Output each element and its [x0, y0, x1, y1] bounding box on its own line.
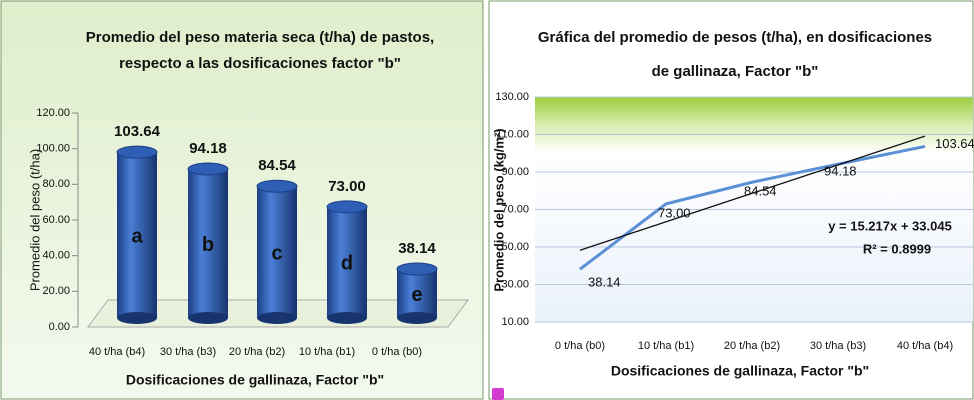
- y-tick-label: 130.00: [495, 91, 529, 103]
- value-label: 73.00: [658, 205, 691, 220]
- series-line: [579, 144, 926, 271]
- x-tick-label: 0 t/ha (b0): [555, 340, 605, 352]
- y-tick-label: 10.00: [501, 316, 529, 328]
- bar: [187, 162, 229, 324]
- chart-title: Gráfica del promedio de pesos (t/ha), en…: [538, 29, 932, 46]
- value-label: 38.14: [398, 240, 436, 257]
- y-tick-label: 30.00: [501, 278, 529, 290]
- bar: [326, 200, 368, 324]
- x-tick-label: 20 t/ha (b2): [229, 346, 285, 358]
- x-axis-label: Dosificaciones de gallinaza, Factor "b": [126, 372, 384, 388]
- left-panel: [0, 0, 484, 400]
- chart-title: de gallinaza, Factor "b": [652, 63, 819, 80]
- y-tick-label: 90.00: [501, 166, 529, 178]
- y-tick-label: 80.00: [42, 178, 70, 190]
- y-axis-label: Promedio del peso (t/ha): [27, 149, 42, 291]
- value-label: 94.18: [824, 164, 857, 179]
- y-tick-label: 40.00: [42, 250, 70, 262]
- value-label: 38.14: [588, 275, 621, 290]
- bar-top: [396, 262, 438, 276]
- value-label: 103.64: [935, 136, 974, 151]
- bar-body: [188, 169, 228, 318]
- bar-top: [256, 179, 298, 193]
- bar-top: [326, 200, 368, 214]
- annotation: e: [411, 284, 422, 306]
- annotation: c: [271, 242, 282, 264]
- x-tick-label: 20 t/ha (b2): [724, 340, 780, 352]
- bar-top: [116, 145, 158, 159]
- trendline: [579, 135, 926, 251]
- y-tick-label: 100.00: [36, 143, 70, 155]
- value-label: 84.54: [744, 184, 777, 199]
- bar: [256, 179, 298, 324]
- bar-body: [257, 186, 297, 318]
- clip: 38.14 73.00 84.54 94.18 103.64: [579, 135, 974, 290]
- chart-title: Promedio del peso materia seca (t/ha) de…: [86, 29, 434, 46]
- x-tick-label: 10 t/ha (b1): [299, 346, 355, 358]
- value-label: 84.54: [258, 157, 296, 174]
- x-axis-label: Dosificaciones de gallinaza, Factor "b": [611, 363, 869, 379]
- trend-equation: y = 15.217x + 33.045: [828, 218, 952, 233]
- bar-base: [257, 312, 297, 324]
- bar-body: [397, 268, 437, 318]
- y-tick-label: 50.00: [501, 241, 529, 253]
- value-label: 103.64: [114, 123, 161, 140]
- y-tick-label: 110.00: [496, 128, 529, 140]
- bar-body: [327, 206, 367, 318]
- y-tick-label: 70.00: [501, 203, 529, 215]
- chart-title: respecto a las dosificaciones factor "b": [119, 55, 401, 72]
- bar-base: [397, 312, 437, 324]
- bar-top: [187, 162, 229, 176]
- bar-body: [117, 152, 157, 318]
- value-label: 94.18: [189, 140, 227, 157]
- bar: [116, 145, 158, 324]
- y-axis-label: Promedio del peso (kg/m²): [491, 128, 506, 291]
- annotation: d: [341, 253, 353, 275]
- x-tick-label: 40 t/ha (b4): [897, 340, 953, 352]
- y-tick-label: 0.00: [49, 321, 70, 333]
- y-tick-label: 120.00: [36, 107, 70, 119]
- annotation: b: [202, 234, 214, 256]
- y-tick-label: 60.00: [42, 214, 70, 226]
- bar-base: [327, 312, 367, 324]
- bar-base: [188, 312, 228, 324]
- bar: [396, 262, 438, 324]
- x-tick-label: 0 t/ha (b0): [372, 346, 422, 358]
- x-tick-label: 30 t/ha (b3): [160, 346, 216, 358]
- value-label: 73.00: [328, 178, 366, 195]
- trend-r2: R² = 0.8999: [863, 241, 931, 256]
- icon: [492, 388, 504, 400]
- x-tick-label: 10 t/ha (b1): [638, 340, 694, 352]
- y-tick-label: 20.00: [42, 285, 70, 297]
- x-tick-label: 40 t/ha (b4): [89, 346, 145, 358]
- x-tick-label: 30 t/ha (b3): [810, 340, 866, 352]
- bar-base: [117, 312, 157, 324]
- annotation: a: [131, 225, 143, 247]
